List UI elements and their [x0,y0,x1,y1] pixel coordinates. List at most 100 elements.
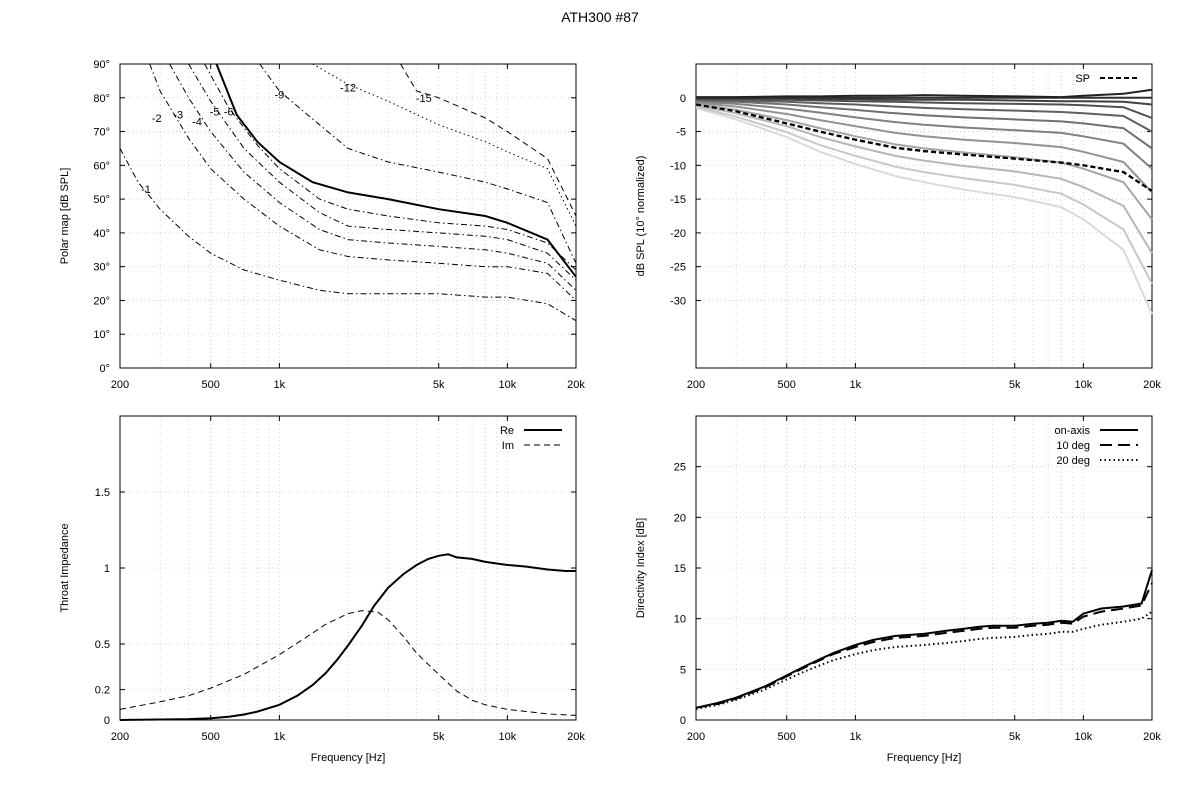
x-tick-label: 20k [1143,379,1161,391]
x-tick-label: 200 [687,379,705,391]
series-group [119,553,577,721]
contour-label: -1 [141,184,151,196]
contour-line [204,63,577,271]
legend-label: SP [1075,73,1090,85]
x-tick-label: 1k [274,379,286,391]
x-tick-label: 20k [1143,731,1161,743]
y-tick-label: 50° [93,194,110,206]
contour-line [149,63,577,301]
y-tick-label: 10 [674,614,686,626]
polar-angle-line [695,99,1153,150]
y-tick-label: 1 [104,563,110,575]
y-axis-label: Polar map [dB SPL] [59,168,71,265]
y-axis-label: dB SPL (10° normalized) [635,156,647,277]
x-axis-label: Frequency [Hz] [311,752,386,764]
y-tick-label: -25 [670,262,686,274]
contour-line [119,148,577,322]
legend: on-axis 10 deg 20 deg [1055,425,1138,467]
legend-label: 10 deg [1056,440,1090,452]
contour-label: -15 [416,93,432,105]
y-tick-label: 0 [680,93,686,105]
ticks: 200 500 1k 5k 10k 20k 0° 10° 20° 30° 40° 50° 60° 70° 8… [93,59,585,391]
x-tick-label: 10k [1074,731,1092,743]
legend-label: Im [502,440,514,452]
sound-power-line [695,103,1153,192]
x-tick-label: 5k [433,379,445,391]
y-tick-label: 5 [680,664,686,676]
x-tick-label: 500 [202,731,220,743]
10-deg-di-line [695,582,1153,709]
grid [696,64,1152,368]
contour-line [188,63,577,281]
y-tick-label: 20° [93,295,110,307]
y-tick-label: 0.5 [95,639,110,651]
ticks: 200 500 1k 5k 10k 20k 0 0.2 0.5 1 1.5 [95,416,585,743]
contour-label: -5 [210,106,220,118]
x-tick-label: 1k [850,731,862,743]
y-tick-label: 0° [99,363,110,375]
y-tick-label: 70° [93,127,110,139]
x-tick-label: 500 [202,379,220,391]
series-group [695,88,1153,315]
contour-line [259,63,577,264]
contour-label: -12 [340,83,356,95]
polar-angle-line [695,98,1153,133]
on-axis-di-line [695,569,1153,709]
y-tick-label: -15 [670,194,686,206]
y-tick-label: 25 [674,462,686,474]
x-tick-label: 5k [433,731,445,743]
contour-line [215,63,577,278]
x-tick-label: 200 [111,379,129,391]
y-tick-label: 15 [674,563,686,575]
grid [120,416,576,720]
x-tick-label: 10k [498,379,516,391]
y-tick-label: 60° [93,160,110,172]
legend-label: Re [500,425,514,437]
contours: -1 -2 -3 -4 -5 -6 -9 -12 -15 [119,63,577,322]
series-group [695,569,1153,710]
y-tick-label: 10° [93,329,110,341]
contour-label: -3 [173,110,183,122]
y-tick-label: -30 [670,295,686,307]
grid [696,416,1152,720]
y-tick-label: 0.2 [95,685,110,697]
legend-label: 20 deg [1056,455,1090,467]
20-deg-di-line [695,610,1153,710]
polar-angle-line [695,102,1153,221]
x-tick-label: 500 [778,731,796,743]
x-tick-label: 5k [1009,731,1021,743]
x-tick-label: 1k [274,731,286,743]
x-tick-label: 500 [778,379,796,391]
polar-angle-line [695,104,1153,254]
contour-line [169,63,577,291]
polar-angle-line [696,98,1153,119]
contour-label: -6 [224,106,234,118]
figure-title: ATH300 #87 [561,9,639,25]
legend: Re Im [500,425,562,452]
y-tick-label: 30° [93,262,110,274]
grid [120,64,576,368]
y-tick-label: 0 [104,715,110,727]
x-tick-label: 20k [567,379,585,391]
x-tick-label: 200 [111,731,129,743]
normalized-spl-panel: 200 500 1k 5k 10k 20k 0 -5 -10 -15 -20 -25 -30 dB SPL… [635,63,1161,391]
y-tick-label: -10 [670,160,686,172]
legend-label: on-axis [1055,425,1091,437]
polar-angle-line [696,88,1153,99]
y-tick-label: 40° [93,228,110,240]
x-tick-label: 20k [567,731,585,743]
y-tick-label: 0 [680,715,686,727]
polar-angle-line [695,105,1153,285]
polar-map-panel: 200 500 1k 5k 10k 20k 0° 10° 20° 30° 40° 50° 60° 70° 8… [59,59,585,391]
polar-angle-line [695,106,1153,315]
x-tick-label: 1k [850,379,862,391]
contour-line [400,63,577,217]
y-tick-label: 80° [93,93,110,105]
throat-impedance-panel: 200 500 1k 5k 10k 20k 0 0.2 0.5 1 1.5 Throat Impeda… [59,415,585,764]
directivity-index-panel: 200 500 1k 5k 10k 20k 0 5 10 15 20 25 Directivity In… [635,415,1161,764]
re-impedance-line [119,553,576,721]
contour-label: -4 [192,116,202,128]
y-axis-label: Throat Impedance [59,523,71,612]
plot-frame [695,63,1153,369]
ticks: 200 500 1k 5k 10k 20k 0 5 10 15 20 25 [674,416,1161,743]
